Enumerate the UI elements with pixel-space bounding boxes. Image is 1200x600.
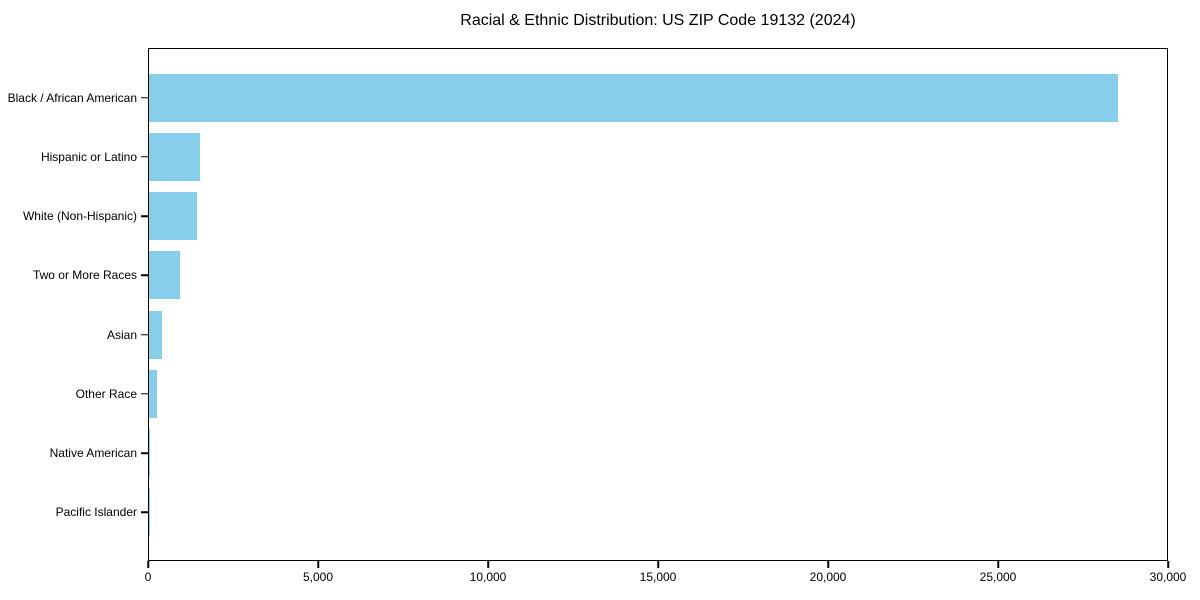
bar-row: Other Race (76, 364, 1167, 423)
bar-row: White (Non-Hispanic) (23, 187, 1167, 246)
x-tick-label: 25,000 (979, 570, 1017, 584)
bar (149, 488, 150, 537)
x-tick-label: 30,000 (1149, 570, 1187, 584)
y-axis-label: Black / African American (7, 90, 137, 105)
chart-title: Racial & Ethnic Distribution: US ZIP Cod… (460, 12, 856, 29)
x-tick-mark (1167, 561, 1169, 568)
y-axis-tick (140, 452, 148, 454)
bar (149, 251, 180, 300)
x-tick-label: 15,000 (639, 570, 677, 584)
y-axis-tick (140, 96, 148, 99)
y-axis-tick (140, 156, 148, 158)
x-tick-label: 20,000 (809, 570, 847, 584)
y-axis-tick (140, 274, 148, 277)
bar (149, 192, 197, 241)
y-axis-tick (140, 333, 148, 336)
x-tick-mark (317, 561, 319, 568)
bar (149, 73, 1119, 122)
x-tick-mark (657, 561, 659, 568)
y-axis-tick (140, 393, 148, 395)
bar-row: Asian (107, 305, 1167, 364)
y-axis-label: Native American (49, 446, 137, 461)
y-axis-tick (140, 511, 148, 514)
x-tick-label: 0 (144, 570, 152, 584)
y-axis-label: Hispanic or Latino (40, 149, 137, 164)
bar (149, 132, 201, 181)
x-axis: 0 5,000 10,000 15,000 20,000 25,000 30,000 (144, 561, 1186, 597)
y-axis-label: Asian (106, 327, 137, 342)
x-tick-label: 5,000 (302, 570, 334, 584)
bar-row: Pacific Islander (56, 483, 1167, 542)
x-tick-mark (487, 561, 489, 568)
plot-area: Black / African American Hispanic or Lati… (8, 48, 1168, 561)
bar-row: Two or More Races (33, 246, 1167, 305)
y-axis-tick (140, 215, 148, 217)
x-tick-label: 10,000 (469, 570, 507, 584)
y-axis-label: Pacific Islander (55, 505, 137, 520)
y-axis-label: White (Non-Hispanic) (22, 209, 137, 224)
x-tick-mark (147, 561, 149, 568)
bar (149, 429, 151, 478)
bar-row: Native American (50, 424, 1167, 483)
bar-row: Hispanic or Latino (41, 127, 1167, 186)
y-axis-label: Other Race (75, 386, 137, 401)
x-tick-mark (997, 561, 999, 568)
x-tick-mark (827, 561, 829, 568)
y-axis-label: Two or More Races (32, 268, 137, 283)
bar (149, 310, 163, 359)
bar (149, 369, 157, 418)
bar-row: Black / African American (8, 68, 1167, 127)
